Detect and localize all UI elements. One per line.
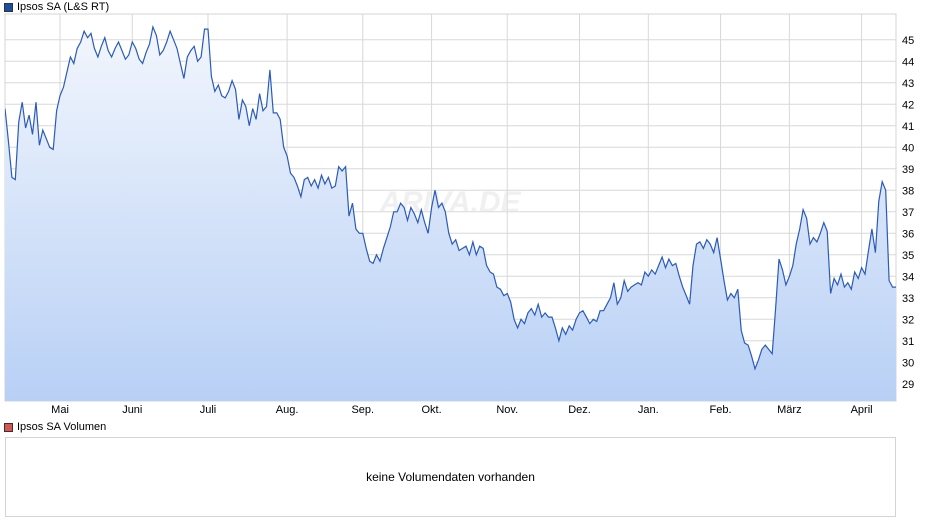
price-legend-swatch — [4, 3, 13, 12]
y-tick-label: 38 — [902, 185, 914, 197]
y-tick-label: 35 — [902, 250, 914, 262]
y-tick-label: 43 — [902, 78, 914, 90]
y-tick-label: 31 — [902, 336, 914, 348]
x-tick-label: Mai — [51, 404, 69, 416]
x-tick-label: Juni — [122, 404, 142, 416]
y-axis: 29 30 31 32 33 34 35 36 37 38 39 40 41 42 43 44 45 — [902, 35, 914, 391]
x-axis: Mai Juni Juli Aug. Sep. Okt. Nov. Dez. Jan. Feb. M… — [51, 404, 872, 416]
x-tick-label: Aug. — [276, 404, 299, 416]
y-tick-label: 33 — [902, 293, 914, 305]
price-line — [5, 24, 896, 371]
y-tick-label: 40 — [902, 142, 914, 154]
y-tick-label: 30 — [902, 357, 914, 369]
y-tick-label: 44 — [902, 56, 914, 68]
y-tick-label: 29 — [902, 379, 914, 391]
x-tick-label: Juli — [200, 404, 217, 416]
volume-legend-label: Ipsos SA Volumen — [17, 421, 107, 433]
y-tick-label: 37 — [902, 207, 914, 219]
y-tick-label: 45 — [902, 35, 914, 47]
x-tick-label: April — [851, 404, 873, 416]
y-tick-label: 42 — [902, 99, 914, 111]
x-tick-label: Nov. — [496, 404, 518, 416]
x-tick-label: Okt. — [421, 404, 441, 416]
price-legend-label: Ipsos SA (L&S RT) — [17, 1, 110, 13]
y-tick-label: 32 — [902, 314, 914, 326]
price-legend: Ipsos SA (L&S RT) — [4, 1, 109, 14]
y-tick-label: 41 — [902, 121, 914, 133]
y-tick-label: 39 — [902, 164, 914, 176]
volume-panel: keine Volumendaten vorhanden — [5, 437, 896, 517]
x-tick-label: März — [777, 404, 801, 416]
x-tick-label: Dez. — [568, 404, 591, 416]
x-tick-label: Feb. — [710, 404, 732, 416]
volume-legend-swatch — [4, 423, 13, 432]
x-tick-label: Jan. — [638, 404, 659, 416]
price-area — [5, 26, 896, 401]
y-tick-label: 36 — [902, 228, 914, 240]
no-volume-message: keine Volumendaten vorhanden — [366, 470, 535, 484]
volume-legend: Ipsos SA Volumen — [4, 421, 106, 434]
y-tick-label: 34 — [902, 271, 914, 283]
x-tick-label: Sep. — [351, 404, 374, 416]
